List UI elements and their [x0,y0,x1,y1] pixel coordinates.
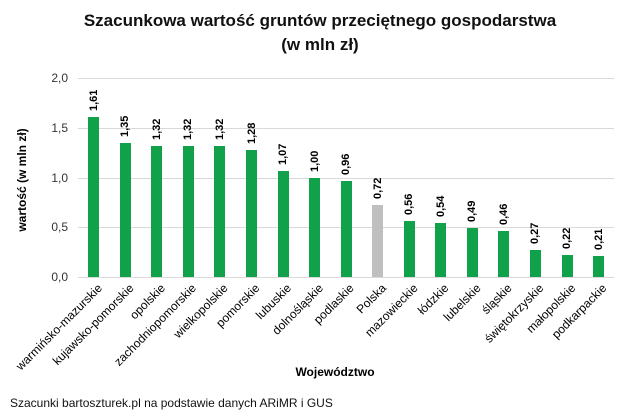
y-tick-label: 2,0 [51,71,68,85]
chart-subtitle: (w mln zł) [281,35,359,54]
value-label: 1,07 [277,143,290,165]
bar-11 [435,223,447,277]
gridline [78,277,614,278]
value-label: 0,54 [434,195,447,218]
value-label: 1,32 [182,118,195,140]
gridline [78,78,614,79]
bar-0 [88,116,100,277]
value-label: 0,96 [340,154,353,176]
value-label: 0,22 [561,227,574,250]
bar-8 [340,181,352,277]
bar-13 [498,231,510,277]
value-label: 0,49 [466,200,479,223]
y-tick-label: 0,5 [51,220,68,235]
chart-title: Szacunkowa wartość gruntów przeciętnego … [83,11,557,30]
y-tick-label: 0,0 [51,270,68,284]
bar-15 [561,255,573,277]
bar-14 [529,250,541,277]
gridline [78,127,614,129]
bar-4 [214,145,226,277]
bar-5 [246,149,258,277]
value-label: 1,00 [308,150,321,172]
bar-3 [182,145,194,277]
value-label: 1,61 [87,89,100,111]
value-label: 1,32 [150,118,163,140]
bar-1 [119,142,131,277]
value-label: 0,56 [403,193,416,216]
source-note: Szacunki bartoszturek.pl na podstawie da… [10,396,333,410]
y-tick-label: 1,0 [51,170,68,185]
bar-16 [593,256,605,277]
gridline [78,177,614,179]
bar-9 [372,205,384,277]
value-label: 0,46 [497,203,510,226]
y-tick-label: 1,5 [51,120,68,135]
bar-2 [151,145,163,277]
value-label: 0,21 [592,228,605,251]
x-axis-title: Województwo [295,365,375,379]
y-axis-title: wartość (w mln zł) [15,128,29,232]
bar-6 [277,170,289,277]
value-label: 0,27 [529,222,542,245]
value-label: 1,32 [213,118,226,140]
bar-7 [309,177,321,277]
bar-10 [403,221,415,277]
value-label: 0,72 [371,177,384,200]
value-label: 1,35 [119,115,132,137]
bar-12 [466,228,478,277]
value-label: 1,28 [245,122,258,144]
